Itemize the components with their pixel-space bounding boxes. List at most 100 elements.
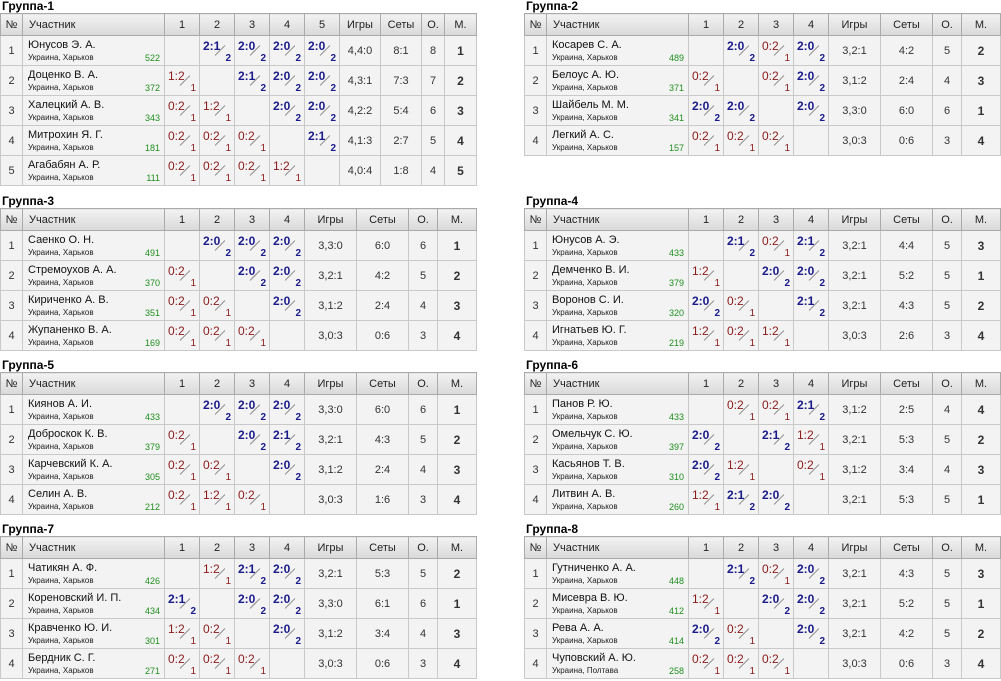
- player-place: 1: [961, 260, 1001, 291]
- player-row: 3 Кравченко Ю. И. Украина, Харьков 301 1:2 1 0…: [0, 618, 477, 649]
- player-sets: 5:4: [380, 95, 422, 126]
- player-rating: 258: [668, 666, 684, 676]
- player-cell: Легкий А. С. Украина, Харьков 157: [546, 125, 689, 156]
- player-num: 5: [0, 155, 23, 186]
- player-city: Украина, Харьков: [28, 83, 94, 92]
- player-rating: 491: [144, 248, 160, 258]
- player-name: Чатикян А. Ф.: [28, 562, 98, 574]
- group-title: Группа-8: [526, 522, 579, 536]
- player-num: 1: [0, 230, 23, 261]
- match-points: 1: [714, 666, 720, 677]
- player-cell: Агабабян А. Р. Украина, Харьков 111: [22, 155, 165, 186]
- player-place: 2: [444, 65, 477, 96]
- player-row: 4 Чуповский А. Ю. Украина, Полтава 258 0:2 1 0…: [524, 648, 1001, 679]
- player-row: 3 Рева А. А. Украина, Харьков 414 2:0 2 0:2 1 2:…: [524, 618, 1001, 649]
- player-rating: 448: [668, 576, 684, 586]
- score-value: 0:2: [168, 294, 185, 308]
- score-value: 0:2: [762, 398, 779, 412]
- player-name: Кириченко А. В.: [28, 294, 109, 306]
- player-name: Киянов А. И.: [28, 398, 93, 410]
- match-score: 2:1 2: [234, 65, 270, 96]
- header-col-1: 1: [688, 372, 724, 395]
- player-points: 5: [932, 588, 962, 619]
- score-value: 2:0: [273, 39, 291, 53]
- score-value: 2:0: [797, 99, 815, 113]
- self-cell: [164, 558, 200, 589]
- player-rating: 260: [668, 502, 684, 512]
- match-points: 1: [190, 338, 196, 349]
- match-points: 2: [260, 53, 266, 64]
- header-place: М.: [444, 13, 477, 36]
- player-games: 3,3:0: [304, 230, 357, 261]
- player-row: 1 Киянов А. И. Украина, Харьков 433 2:0 2 2:0 2…: [0, 394, 477, 425]
- player-city: Украина, Харьков: [552, 83, 618, 92]
- player-place: 1: [961, 95, 1001, 126]
- player-num: 4: [0, 320, 23, 351]
- score-value: 2:1: [168, 592, 186, 606]
- player-place: 3: [444, 95, 477, 126]
- match-score: 0:2 1: [199, 125, 235, 156]
- player-points: 5: [932, 260, 962, 291]
- player-cell: Юнусов А. Э. Украина, Харьков 433: [546, 230, 689, 261]
- self-cell: [793, 125, 829, 156]
- player-row: 2 Кореновский И. П. Украина, Харьков 434 2:1…: [0, 588, 477, 619]
- group-title: Группа-5: [2, 358, 55, 372]
- player-games: 3,2:1: [304, 424, 357, 455]
- player-city: Украина, Харьков: [28, 113, 94, 122]
- match-points: 2: [749, 53, 755, 64]
- player-rating: 351: [144, 308, 160, 318]
- match-points: 2: [295, 248, 301, 259]
- player-place: 3: [961, 230, 1001, 261]
- group-table: № Участник 1 2 3 4 Игры Сеты О. М. 1 Чатикян А. Ф. У…: [0, 536, 477, 679]
- score-value: 1:2: [203, 562, 220, 576]
- match-points: 2: [819, 576, 825, 587]
- player-games: 3,2:1: [828, 35, 881, 66]
- group-table: № Участник 1 2 3 4 Игры Сеты О. М. 1 Косарев С. А. У…: [524, 13, 1001, 156]
- player-num: 3: [524, 618, 547, 649]
- player-cell: Киянов А. И. Украина, Харьков 433: [22, 394, 165, 425]
- player-points: 3: [408, 648, 438, 679]
- player-num: 1: [524, 230, 547, 261]
- player-sets: 0:6: [356, 320, 409, 351]
- match-score: 0:2 1: [199, 290, 235, 321]
- score-value: 2:0: [797, 562, 815, 576]
- self-cell: [199, 588, 235, 619]
- self-cell: [758, 95, 794, 126]
- player-cell: Литвин А. В. Украина, Харьков 260: [546, 484, 689, 515]
- match-points: 1: [260, 338, 266, 349]
- player-row: 5 Агабабян А. Р. Украина, Харьков 111 0:2 1 0:…: [0, 155, 477, 186]
- player-rating: 212: [144, 502, 160, 512]
- header-place: М.: [437, 372, 477, 395]
- score-value: 0:2: [168, 428, 185, 442]
- player-num: 2: [524, 424, 547, 455]
- player-rating: 433: [668, 412, 684, 422]
- player-cell: Рева А. А. Украина, Харьков 414: [546, 618, 689, 649]
- match-score: 2:0 2: [688, 290, 724, 321]
- match-points: 1: [260, 666, 266, 677]
- player-row: 2 Доценко В. А. Украина, Харьков 372 1:2 1 2:1…: [0, 65, 477, 96]
- match-score: 0:2 1: [164, 95, 200, 126]
- match-points: 1: [784, 412, 790, 423]
- player-place: 4: [961, 394, 1001, 425]
- player-cell: Белоус А. Ю. Украина, Харьков 371: [546, 65, 689, 96]
- header-games: Игры: [828, 13, 881, 36]
- match-points: 1: [714, 278, 720, 289]
- player-row: 4 Жупаненко В. А. Украина, Харьков 169 0:2 1 0…: [0, 320, 477, 351]
- match-score: 2:0 2: [688, 618, 724, 649]
- score-value: 0:2: [762, 562, 779, 576]
- player-num: 3: [0, 95, 23, 126]
- header-col-2: 2: [723, 372, 759, 395]
- self-cell: [793, 648, 829, 679]
- player-cell: Юнусов Э. А. Украина, Харьков 522: [22, 35, 165, 66]
- player-city: Украина, Харьков: [28, 666, 94, 675]
- player-sets: 8:1: [380, 35, 422, 66]
- player-num: 2: [0, 260, 23, 291]
- score-value: 2:0: [273, 99, 291, 113]
- match-score: 2:0 2: [234, 230, 270, 261]
- match-points: 1: [714, 83, 720, 94]
- player-cell: Мисевра В. Ю. Украина, Харьков 412: [546, 588, 689, 619]
- match-points: 2: [225, 248, 231, 259]
- score-value: 0:2: [168, 264, 185, 278]
- self-cell: [758, 290, 794, 321]
- player-sets: 5:2: [880, 260, 933, 291]
